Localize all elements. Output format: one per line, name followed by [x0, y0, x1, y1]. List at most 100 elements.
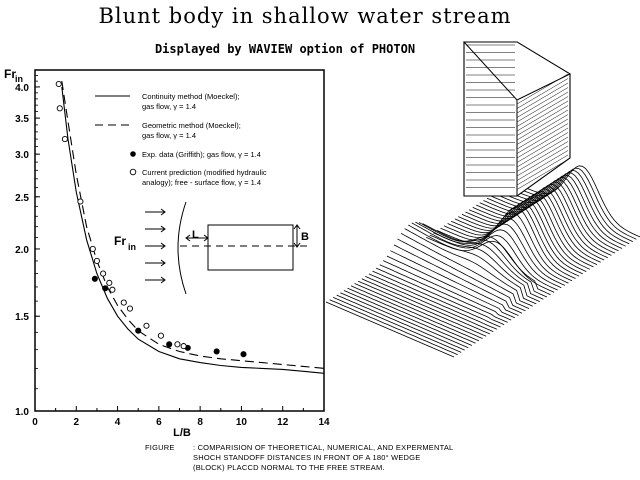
y-tick-label: 3.5 — [15, 114, 29, 125]
legend: Continuity method (Moeckel);gas flow, γ … — [95, 92, 267, 187]
block-hatch — [516, 82, 569, 114]
surface-contour-line — [493, 176, 623, 249]
x-tick-label: 14 — [318, 417, 330, 428]
block-hatch — [516, 109, 569, 141]
block-hatch — [516, 154, 569, 186]
surface-contour-line — [393, 244, 523, 314]
surface-contour-line — [361, 278, 490, 335]
experimental-data-point — [240, 351, 247, 358]
surface-contour-line — [465, 195, 594, 268]
inset-fr-sub: in — [128, 242, 136, 252]
block-hatch — [516, 118, 569, 150]
block-top-face — [462, 41, 572, 101]
block-hatch — [516, 136, 569, 168]
surface-contour-line — [451, 204, 580, 277]
current-prediction-point — [157, 332, 164, 339]
x-tick-label: 8 — [197, 417, 203, 428]
experimental-data-point — [166, 341, 173, 348]
block-hatch — [516, 87, 569, 118]
surface-contour-line — [461, 197, 591, 270]
caption-label: FIGURE — [145, 443, 175, 452]
surface-contour-line — [343, 290, 473, 346]
surface-contour-line — [329, 299, 458, 356]
block-hatch — [516, 96, 569, 127]
surface-contour-line — [383, 260, 512, 321]
x-tick-label: 0 — [32, 417, 38, 428]
surface-contour-line — [375, 267, 505, 326]
surface-contour-line — [365, 276, 494, 332]
block-hatch — [516, 105, 569, 136]
surface-contour-line — [429, 234, 558, 291]
current-prediction-point — [100, 270, 107, 277]
inset-fr-label: Fr — [114, 234, 126, 248]
surface-contour-line — [440, 217, 569, 284]
block-hatch — [516, 73, 569, 105]
block-hatch — [516, 132, 569, 163]
surface-contour-line — [347, 287, 476, 344]
current-prediction-point — [120, 299, 127, 306]
surface-contour-line — [511, 165, 640, 238]
x-tick-label: 2 — [74, 417, 80, 428]
x-axis-label: L/B — [173, 427, 191, 439]
surface-contour-line — [397, 238, 526, 312]
current-prediction-point — [89, 245, 96, 253]
flow-arrow — [145, 242, 166, 250]
y-tick-label: 4.0 — [15, 83, 29, 94]
surface-contour-line — [372, 270, 501, 328]
surface-contour-line — [333, 297, 462, 353]
surface-contour-line — [336, 294, 465, 351]
block-hatch — [516, 78, 569, 109]
surface-contour-line — [408, 224, 537, 305]
experimental-data-point — [102, 285, 109, 292]
y-tick-label: 2.0 — [15, 245, 29, 256]
current-prediction-point — [55, 80, 62, 88]
surface-contour-line — [404, 228, 533, 307]
current-prediction-point — [143, 322, 150, 329]
wave-surface-image — [325, 41, 640, 358]
current-prediction-point — [61, 136, 68, 143]
body-block — [207, 224, 294, 271]
x-tick-label: 6 — [156, 417, 162, 428]
surface-contour-line — [418, 222, 548, 298]
legend-label: Geometric method (Moeckel); — [142, 121, 241, 130]
legend-label: Continuity method (Moeckel); — [142, 92, 240, 101]
surface-contour-line — [447, 206, 576, 279]
page-title: Blunt body in shallow water stream — [98, 4, 512, 28]
surface-contour-line — [486, 181, 616, 254]
surface-contour-line — [472, 190, 601, 263]
inset-L-label: L — [192, 229, 199, 241]
block-hatch — [516, 159, 569, 190]
geometric-method-line — [61, 81, 325, 369]
surface-contour-line — [390, 250, 519, 316]
block-hatch — [516, 123, 569, 154]
surface-contour-line — [354, 283, 483, 339]
current-prediction-point — [56, 105, 63, 112]
y-axis-label-sub: in — [15, 74, 23, 84]
caption-line: : COMPARISION OF THEORETICAL, NUMERICAL,… — [193, 443, 454, 452]
legend-filled-marker — [130, 151, 136, 157]
current-prediction-point — [180, 343, 187, 350]
block-hatch — [516, 114, 569, 145]
caption-line: (BLOCK) PLACCD NORMAL TO THE FREE STREAM… — [193, 463, 385, 472]
x-tick-label: 4 — [115, 417, 121, 428]
caption-line: SHOCH STANDOFF DISTANCES IN FRONT OF A 1… — [193, 453, 421, 462]
block-hatch — [516, 145, 569, 177]
experimental-data-point — [91, 275, 98, 282]
experimental-data-point — [135, 327, 142, 334]
legend-label: Exp. data (Griffith); gas flow, γ = 1.4 — [142, 150, 261, 159]
block-hatch — [516, 127, 569, 159]
y-tick-label: 1.5 — [15, 312, 29, 323]
surface-contour-line — [458, 199, 587, 272]
current-prediction-point — [106, 279, 113, 286]
experimental-data-point — [213, 348, 220, 355]
width-arrow — [293, 224, 301, 248]
page-subtitle: Displayed by WAVIEW option of PHOTON — [154, 42, 416, 56]
legend-label: gas flow, γ = 1.4 — [142, 102, 196, 111]
surface-contour-line — [350, 285, 480, 342]
surface-contour-line — [379, 264, 508, 323]
block-hatch — [516, 150, 569, 181]
flow-arrow — [145, 276, 166, 284]
standoff-arrow — [185, 234, 209, 242]
surface-contour-line — [479, 186, 608, 259]
surface-contour-line — [368, 273, 498, 330]
